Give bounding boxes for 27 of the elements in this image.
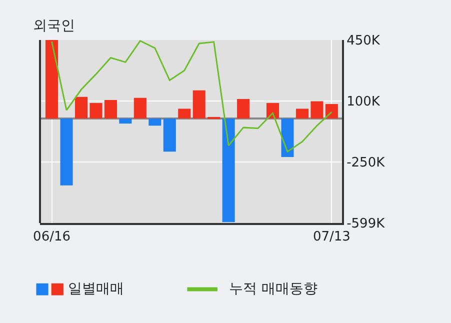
bar	[104, 100, 117, 118]
x-tick-label: 07/13	[312, 230, 350, 245]
bar	[148, 118, 162, 126]
legend-label: 일별매매	[68, 281, 124, 297]
bar	[90, 102, 102, 118]
bar	[296, 108, 308, 118]
bar	[178, 108, 191, 118]
bar	[60, 118, 73, 186]
bar	[222, 118, 235, 222]
bar	[46, 40, 58, 118]
bar	[163, 118, 176, 152]
bar	[74, 96, 88, 118]
bar	[237, 98, 250, 118]
line-series	[51, 40, 332, 152]
legend-label: 누적 매매동향	[229, 281, 318, 297]
bar	[134, 98, 146, 118]
x-tick-label: 06/16	[33, 230, 71, 245]
chart-title: 외국인	[33, 18, 75, 34]
bar	[325, 104, 338, 118]
y-tick-label: -250K	[346, 156, 386, 171]
bar	[119, 118, 132, 124]
bar	[310, 101, 324, 118]
y-tick-label: 100K	[346, 94, 380, 110]
bar	[192, 90, 206, 118]
y-tick-label: 450K	[346, 34, 380, 49]
bar	[281, 118, 294, 158]
y-tick-label: -599K	[346, 216, 386, 232]
